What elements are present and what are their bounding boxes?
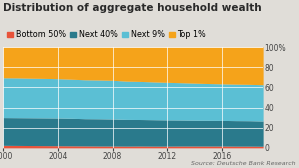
Text: Source: Deutsche Bank Research: Source: Deutsche Bank Research: [191, 161, 296, 166]
Text: Distribution of aggregate household wealth: Distribution of aggregate household weal…: [3, 3, 262, 13]
Legend: Bottom 50%, Next 40%, Next 9%, Top 1%: Bottom 50%, Next 40%, Next 9%, Top 1%: [7, 30, 206, 39]
